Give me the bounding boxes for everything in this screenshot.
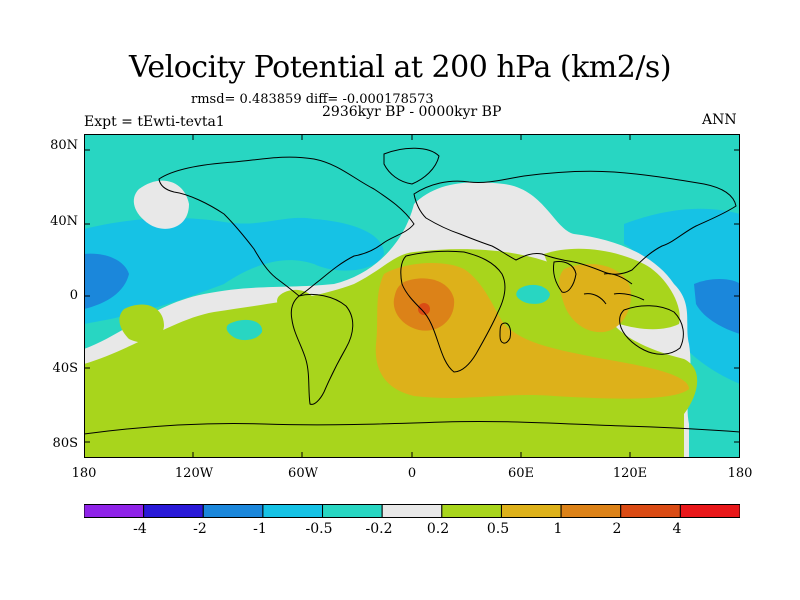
lat-tick-label: 0 [69, 288, 78, 303]
axis-ticks [84, 134, 740, 458]
colorbar-label: 4 [672, 521, 682, 537]
field-pos-0.2-to-0.5 [119, 304, 164, 343]
colorbar-swatch [679, 504, 740, 518]
lon-tick-label: 60E [507, 466, 535, 481]
colorbar-swatch [262, 504, 324, 518]
field-neg-1-to-2 [694, 279, 740, 334]
field-pos-2-to-4 [418, 303, 430, 315]
colorbar-swatch [500, 504, 562, 518]
colorbar-swatch [202, 504, 264, 518]
field-pos-0.2-to-0.5 [277, 289, 314, 314]
colorbar-label: 0.5 [486, 521, 510, 537]
field-pos-0.5-to-1 [559, 264, 632, 333]
colorbar-swatch [441, 504, 502, 518]
colorbar-label: -0.2 [365, 521, 393, 537]
lat-tick-label: 40N [50, 214, 78, 229]
lat-tick-label: 80S [52, 436, 78, 451]
colorbar-label: -2 [193, 521, 207, 537]
colorbar-swatch [560, 504, 622, 518]
field-neg-1-to-2 [84, 253, 129, 309]
field-neg-0.5-to-1 [84, 217, 384, 324]
field-neg-0.2-to-0.5 [226, 319, 263, 341]
lat-tick-label: 40S [52, 361, 78, 376]
colorbar-label: 2 [612, 521, 622, 537]
colorbar-swatch [84, 504, 145, 518]
season-label: ANN [702, 112, 737, 128]
lon-tick-label: 120W [174, 466, 214, 481]
colorbar-swatch [322, 504, 383, 518]
coastlines [84, 147, 740, 435]
lon-tick-label: 60W [288, 466, 318, 481]
colorbar-label: -1 [253, 521, 267, 537]
colorbar-swatch [381, 504, 443, 518]
colorbar-label: -4 [133, 521, 147, 537]
lon-tick-label: 120E [612, 466, 648, 481]
velocity-potential-map [84, 134, 740, 458]
colorbar-label: 1 [553, 521, 563, 537]
period-label: 2936kyr BP - 0000kyr BP [322, 104, 502, 120]
colorbar-swatch [620, 504, 681, 518]
colorbar-swatch [143, 504, 204, 518]
colorbar [84, 504, 740, 518]
rmsd-diff-stats: rmsd= 0.483859 diff= -0.000178573 [191, 92, 434, 107]
lon-tick-label: 0 [407, 466, 417, 481]
plot-title: Velocity Potential at 200 hPa (km2/s) [128, 50, 672, 85]
field-neg-0.2-to-0.5 [516, 284, 550, 304]
experiment-label: Expt = tEwti-tevta1 [84, 114, 225, 130]
lat-tick-label: 80N [50, 138, 78, 153]
field-pos-0.5-to-1 [375, 262, 689, 399]
colorbar-label: -0.5 [305, 521, 333, 537]
lon-tick-label: 180 [71, 466, 97, 481]
colorbar-label: 0.2 [426, 521, 450, 537]
lon-tick-label: 180 [727, 466, 753, 481]
